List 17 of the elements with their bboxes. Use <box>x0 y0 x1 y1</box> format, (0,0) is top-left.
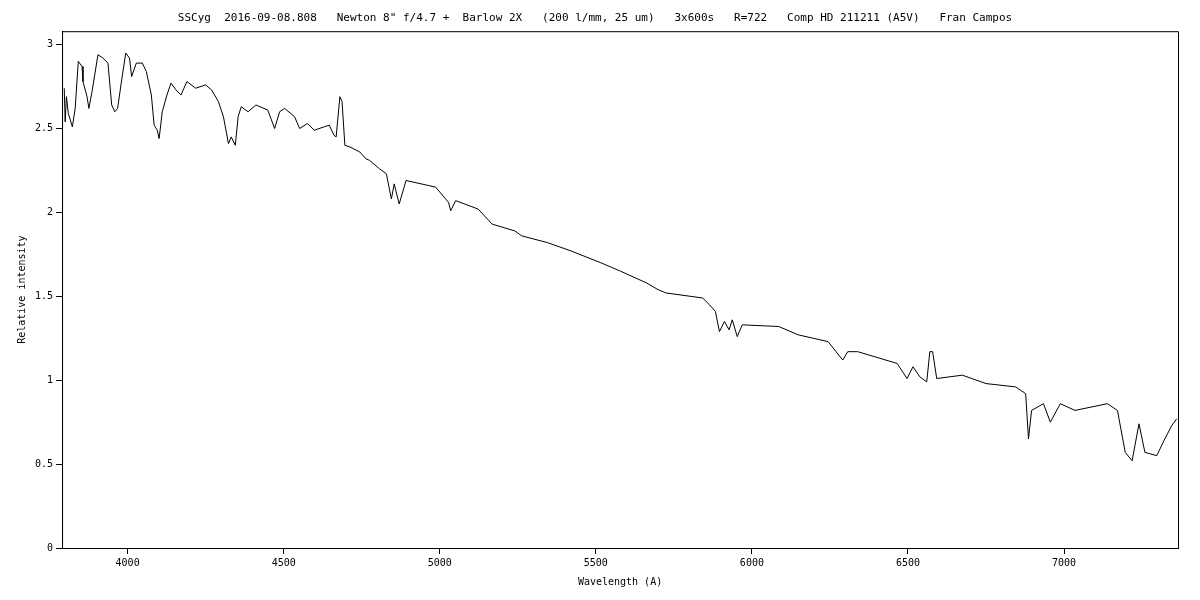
x-axis-title: Wavelength (A) <box>577 575 663 587</box>
y-axis-title: Relative intensity <box>15 235 27 344</box>
y-tick-label: 3 <box>47 38 54 50</box>
y-tick-label: 0.5 <box>35 457 54 469</box>
x-tick-label: 4000 <box>115 556 140 568</box>
y-tick-label: 0 <box>47 541 54 553</box>
x-tick-label: 6000 <box>739 556 764 568</box>
y-tick-label: 2 <box>47 206 54 218</box>
y-tick-label: 1 <box>47 373 54 385</box>
x-tick-label: 4500 <box>271 556 296 568</box>
x-tick-label: 5000 <box>427 556 452 568</box>
x-tick-label: 7000 <box>1052 556 1077 568</box>
x-tick-label: 6500 <box>895 556 921 568</box>
y-tick-label: 1.5 <box>35 289 54 301</box>
chart-title: SSCyg 2016-09-08.808 Newton 8" f/4.7 + Barlow 2X (200 l/mm, 25 um) 3x600s R=722 Comp HD 211211 (A5V) Fran Campos <box>177 11 1013 25</box>
x-tick-label: 5500 <box>583 556 608 568</box>
y-tick-label: 2.5 <box>35 122 54 134</box>
